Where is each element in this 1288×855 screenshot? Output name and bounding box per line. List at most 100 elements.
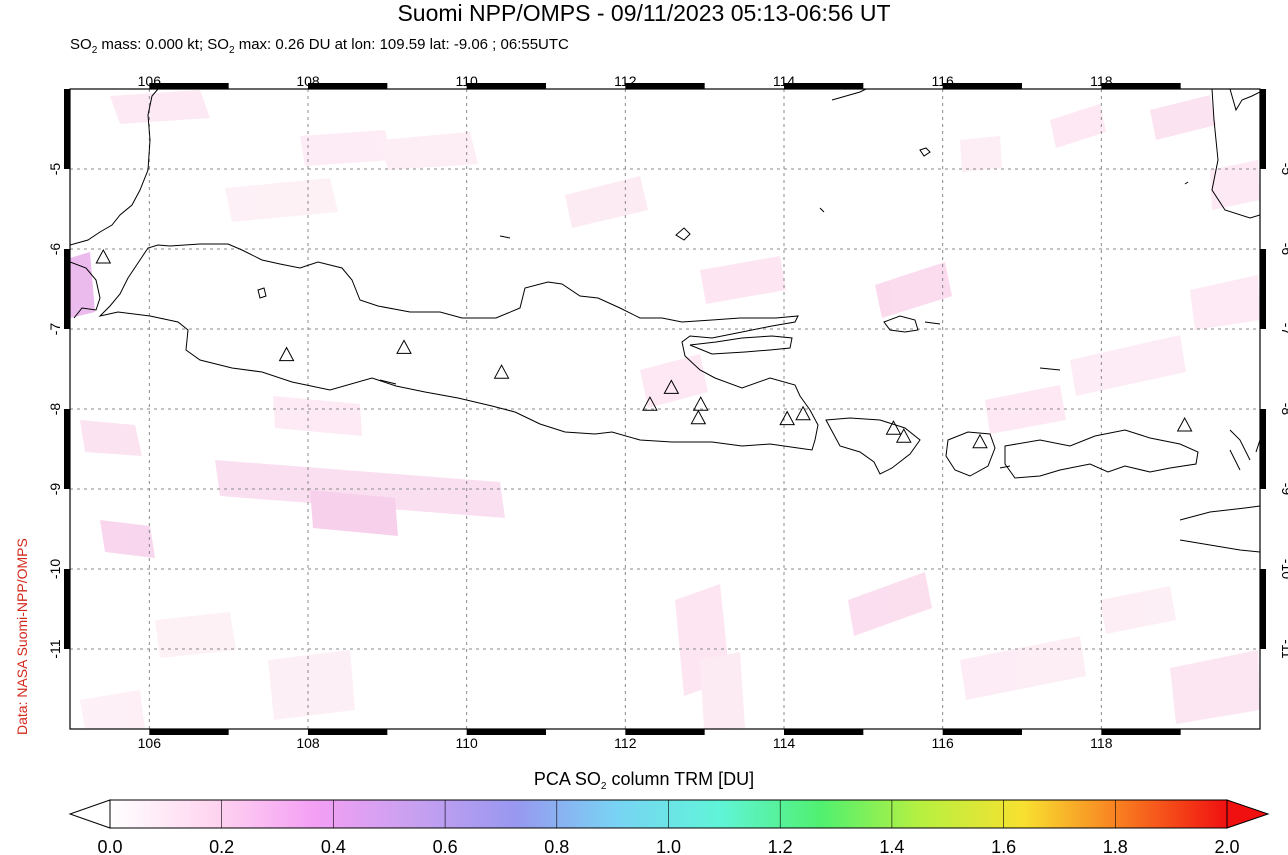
- lon-tick-label-top: 112: [614, 73, 637, 89]
- lat-tick-label-right: -10: [1279, 559, 1288, 579]
- lon-tick-label-top: 110: [456, 73, 479, 89]
- coastline-borneo: [831, 89, 1260, 219]
- coastline-lombok: [945, 431, 996, 477]
- so2-pixel: [1070, 335, 1186, 396]
- lon-tick-label-bottom: 114: [773, 735, 796, 751]
- colorbar-tick-label: 1.8: [1103, 837, 1128, 855]
- frame-segment-left: [64, 89, 70, 169]
- triangle-outline-icon: [692, 396, 709, 411]
- lon-tick-label-bottom: 108: [296, 735, 320, 751]
- frame-segment-bottom: [784, 729, 864, 735]
- so2-pixel: [1100, 586, 1176, 634]
- so2-pixel: [380, 132, 478, 170]
- subtitle-part: SO: [70, 36, 92, 53]
- frame-segment-top: [466, 83, 546, 89]
- colorbar-tick-label: 0.2: [209, 837, 234, 855]
- coastline-madura: [689, 335, 793, 355]
- triangle-outline-icon: [1176, 416, 1193, 432]
- lon-tick-label-bottom: 116: [932, 735, 955, 751]
- frame-segment-left: [64, 409, 70, 489]
- colorbar-tick-label: 0.8: [544, 837, 569, 855]
- lon-tick-label-bottom: 112: [614, 735, 637, 751]
- lat-tick-label-right: -7: [1279, 323, 1288, 336]
- coastline-karimunjawa: [257, 227, 691, 299]
- frame-segment-bottom: [942, 729, 1022, 735]
- subtitle-part: max: 0.26 DU at lon: 109.59 lat: -9.06 ;…: [234, 36, 569, 53]
- so2-pixel: [960, 136, 1002, 172]
- lat-tick-label-left: -8: [47, 403, 63, 416]
- coastline-kangean: [883, 315, 941, 333]
- frame-segment-right: [1260, 569, 1266, 649]
- map-plot-area[interactable]: [64, 83, 1266, 735]
- frame-segment-top: [1101, 83, 1181, 89]
- frame-segment-right: [1260, 249, 1266, 329]
- subtitle-subscript: 2: [228, 45, 235, 56]
- frame-segment-bottom: [466, 729, 546, 735]
- triangle-outline-icon: [690, 409, 707, 425]
- so2-pixel: [225, 178, 338, 222]
- lon-tick-label-top: 118: [1090, 73, 1113, 89]
- frame-segment-bottom: [625, 729, 705, 735]
- frame-segment-bottom: [1101, 729, 1181, 735]
- frame-segment-left: [64, 249, 70, 329]
- so2-pixel: [875, 262, 952, 318]
- frame-segment-top: [308, 83, 388, 89]
- volcano-markers: [95, 248, 1193, 449]
- so2-pixel: [80, 420, 142, 456]
- frame-segment-top: [784, 83, 864, 89]
- map-title: Suomi NPP/OMPS - 09/11/2023 05:13-06:56 …: [397, 0, 891, 26]
- frame-segment-bottom: [308, 729, 388, 735]
- lat-tick-label-left: -9: [47, 483, 63, 496]
- colorbar-tick-label: 1.6: [991, 837, 1016, 855]
- colorbar-title: PCA SO2 column TRM [DU]: [0, 768, 1288, 794]
- triangle-outline-icon: [278, 346, 295, 362]
- lat-tick-label-left: -5: [47, 163, 63, 176]
- so2-pixel: [985, 385, 1066, 434]
- colorbar-title-subscript: 2: [600, 781, 607, 792]
- colorbar: 0.0 0.2 0.4 0.6 0.8 1.0 1.2 1.4 1.6 1.8 2.0: [68, 799, 1270, 855]
- map-axis-labels: 106 106 108 108 110 110 112 112 114 114 116 116 118 1…: [47, 73, 1288, 751]
- so2-pixel: [1050, 104, 1106, 148]
- lon-tick-label-top: 108: [296, 73, 320, 89]
- colorbar-title-part: PCA SO: [533, 769, 601, 789]
- colorbar-tick-label: 0.6: [433, 837, 458, 855]
- lat-tick-label-right: -11: [1279, 639, 1288, 658]
- colorbar-low-arrow: [68, 799, 111, 829]
- lat-tick-label-left: -11: [47, 639, 63, 658]
- so2-pixel: [640, 354, 708, 408]
- lat-tick-label-right: -6: [1279, 243, 1288, 256]
- coastline-islets: [379, 147, 1260, 471]
- triangle-outline-icon: [972, 433, 988, 449]
- coastline-bali: [825, 417, 921, 475]
- map-frame-ticks: [64, 83, 1266, 735]
- lon-tick-label-top: 114: [773, 73, 796, 89]
- frame-segment-left: [64, 569, 70, 649]
- so2-pixel: [700, 256, 786, 304]
- frame-segment-right: [1260, 409, 1266, 489]
- lon-tick-label-bottom: 106: [138, 735, 162, 751]
- triangle-outline-icon: [885, 420, 902, 435]
- colorbar-tick-label: 0.0: [97, 837, 122, 855]
- so2-pixel: [268, 650, 355, 720]
- so2-pixel: [1150, 95, 1216, 140]
- so2-pixel: [700, 652, 745, 729]
- colorbar-tick-label: 1.0: [656, 837, 681, 855]
- lat-tick-label-right: -9: [1279, 483, 1288, 496]
- so2-pixel: [100, 520, 155, 558]
- lat-tick-label-right: -5: [1279, 163, 1288, 176]
- so2-pixel: [155, 612, 236, 658]
- coastline-java: [98, 243, 819, 451]
- subtitle-subscript: 2: [91, 45, 98, 56]
- so2-pixel: [960, 636, 1086, 700]
- so2-pixel: [848, 572, 932, 636]
- lon-tick-label-top: 116: [932, 73, 955, 89]
- colorbar-high-arrow: [1226, 799, 1270, 829]
- subtitle-part: mass: 0.000 kt; SO: [97, 36, 229, 53]
- colorbar-tick-label: 1.2: [768, 837, 793, 855]
- colorbar-tick-label: 0.4: [321, 837, 346, 855]
- frame-segment-top: [149, 83, 229, 89]
- triangle-outline-icon: [396, 339, 412, 354]
- so2-pixel: [1190, 275, 1260, 330]
- frame-segment-bottom: [149, 729, 229, 735]
